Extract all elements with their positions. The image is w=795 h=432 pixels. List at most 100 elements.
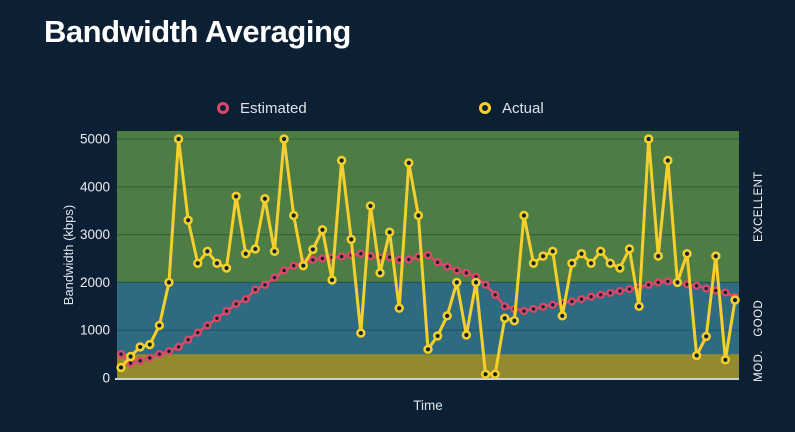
actual-data-point-marker <box>154 320 165 331</box>
actual-data-point-marker <box>711 251 721 261</box>
actual-data-point-marker <box>605 258 615 268</box>
y-tick-label: 4000 <box>80 179 110 194</box>
actual-data-point-marker <box>471 277 481 288</box>
actual-data-point-marker <box>538 251 548 261</box>
actual-data-point-marker <box>221 263 232 273</box>
x-axis-title: Time <box>413 398 443 413</box>
estimated-data-point-marker <box>203 321 212 330</box>
estimated-data-point-marker <box>404 255 413 264</box>
actual-data-point-marker <box>375 268 385 278</box>
estimated-data-point-marker <box>164 347 174 356</box>
actual-data-point-marker <box>672 277 683 288</box>
actual-data-point-marker <box>288 210 299 221</box>
actual-data-point-marker <box>548 246 558 257</box>
estimated-data-point-marker <box>318 254 327 263</box>
estimated-data-point-marker <box>567 297 577 306</box>
actual-data-point-marker <box>519 210 529 221</box>
actual-data-point-marker <box>173 134 184 144</box>
actual-data-point-marker <box>231 191 241 202</box>
legend-item-estimated[interactable]: Estimated <box>217 97 307 119</box>
estimated-data-point-marker <box>452 266 461 275</box>
actual-data-point-marker <box>643 134 654 144</box>
actual-data-point-marker <box>269 246 280 257</box>
actual-data-point-marker <box>423 344 433 355</box>
estimated-data-point-marker <box>491 290 500 299</box>
actual-data-point-marker <box>682 249 692 259</box>
estimated-data-point-marker <box>289 261 298 270</box>
legend-item-actual[interactable]: Actual <box>479 97 544 119</box>
estimated-data-point-marker <box>443 262 452 271</box>
estimated-data-point-marker <box>692 281 701 290</box>
actual-marker-icon <box>479 102 491 114</box>
actual-data-point-marker <box>116 362 126 373</box>
legend-label-actual: Actual <box>502 99 544 117</box>
estimated-data-point-marker <box>539 302 548 311</box>
actual-data-point-marker <box>356 328 366 338</box>
actual-data-point-marker <box>432 331 443 341</box>
estimated-data-point-marker <box>586 292 596 301</box>
actual-data-point-marker <box>125 351 136 362</box>
actual-data-point-marker <box>193 258 203 268</box>
legend-label-estimated: Estimated <box>240 99 307 117</box>
estimated-data-point-marker <box>500 302 509 311</box>
actual-data-point-marker <box>327 275 337 285</box>
estimated-data-point-marker <box>654 278 663 287</box>
actual-data-point-marker <box>413 210 424 221</box>
y-tick-label: 5000 <box>80 132 110 147</box>
estimated-data-point-marker <box>232 299 241 309</box>
actual-data-point-marker <box>595 246 606 257</box>
estimated-data-point-marker <box>529 304 538 314</box>
estimated-marker-icon <box>217 102 229 114</box>
estimated-data-point-marker <box>270 273 279 282</box>
estimated-data-point-marker <box>596 290 605 299</box>
estimated-data-point-marker <box>615 286 624 296</box>
y-tick-label: 3000 <box>80 227 110 242</box>
estimated-data-point-marker <box>366 252 375 261</box>
actual-data-point-marker <box>653 251 663 261</box>
actual-data-point-marker <box>442 311 452 321</box>
y-tick-label: 1000 <box>80 323 110 338</box>
actual-data-point-marker <box>346 234 356 245</box>
actual-data-point-marker <box>452 277 462 288</box>
actual-data-point-marker <box>567 258 577 268</box>
estimated-data-point-marker <box>136 356 145 365</box>
actual-data-point-marker <box>250 244 261 254</box>
actual-data-point-marker <box>202 246 213 257</box>
y-tick-label: 0 <box>102 371 110 386</box>
actual-data-point-marker <box>691 350 702 361</box>
estimated-data-point-marker <box>279 266 289 275</box>
y-axis-title: Bandwidth (kbps) <box>61 205 76 305</box>
actual-data-point-marker <box>615 263 625 273</box>
actual-data-point-marker <box>720 355 731 365</box>
actual-data-point-marker <box>461 330 472 340</box>
actual-data-point-marker <box>701 331 711 342</box>
actual-data-point-marker <box>135 342 145 352</box>
estimated-data-point-marker <box>462 268 471 277</box>
band-label-good: GOOD <box>753 300 765 337</box>
actual-data-point-marker <box>624 244 635 254</box>
band-label-excellent: EXCELLENT <box>753 171 765 242</box>
estimated-data-point-marker <box>721 288 730 297</box>
actual-data-point-marker <box>317 225 328 235</box>
band-mod <box>117 354 739 378</box>
estimated-data-point-marker <box>193 328 202 337</box>
estimated-data-point-marker <box>251 285 260 294</box>
actual-data-point-marker <box>298 260 308 271</box>
actual-data-point-marker <box>557 311 568 321</box>
actual-data-point-marker <box>260 194 270 204</box>
estimated-data-point-marker <box>577 295 586 304</box>
estimated-data-point-marker <box>481 280 490 289</box>
actual-data-point-marker <box>145 339 155 350</box>
estimated-data-point-marker <box>337 252 346 261</box>
estimated-data-point-marker <box>222 306 231 316</box>
actual-data-point-marker <box>241 249 251 259</box>
actual-data-point-marker <box>404 158 414 168</box>
estimated-data-point-marker <box>356 249 365 258</box>
actual-data-point-marker <box>490 369 500 379</box>
estimated-data-point-marker <box>702 284 711 293</box>
actual-data-point-marker <box>663 155 673 166</box>
actual-data-point-marker <box>576 249 587 259</box>
estimated-data-point-marker <box>184 335 193 344</box>
